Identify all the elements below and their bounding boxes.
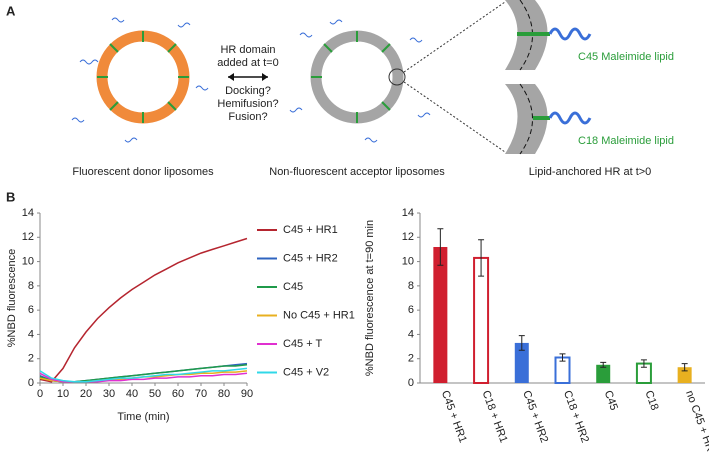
y-tick-label: 6 <box>28 304 34 316</box>
panel-label: A <box>6 3 16 18</box>
x-tick-label: C45 + HR2 <box>520 389 550 445</box>
arrow-text: added at t=0 <box>217 57 278 69</box>
x-tick-label: 80 <box>218 388 230 400</box>
y-tick-label: 2 <box>408 353 414 365</box>
error-bar <box>478 239 485 277</box>
error-bar <box>518 335 525 351</box>
x-tick-label: no C45 + HR1 <box>683 389 709 452</box>
outcome-text: Fusion? <box>228 111 267 123</box>
x-tick-label: 60 <box>172 388 184 400</box>
bar <box>596 364 611 383</box>
error-bar <box>640 359 647 368</box>
panel-label: B <box>6 189 15 204</box>
legend-label: C45 + T <box>283 338 323 350</box>
zoom-line <box>403 1 506 73</box>
error-bar <box>600 361 607 368</box>
x-tick-label: 0 <box>37 388 43 400</box>
x-tick-label: 50 <box>149 388 161 400</box>
bar <box>433 247 448 383</box>
error-bar <box>681 363 688 372</box>
caption: Lipid-anchored HR at t>0 <box>529 166 652 178</box>
y-tick-label: 2 <box>28 353 34 365</box>
outcome-text: Hemifusion? <box>217 98 278 110</box>
donor-liposome <box>71 17 209 143</box>
y-tick-label: 12 <box>402 231 414 243</box>
x-tick-label: C18 <box>642 389 660 412</box>
data-line <box>39 237 248 383</box>
bar <box>677 367 692 383</box>
bar <box>473 256 490 384</box>
y-tick-label: 14 <box>402 207 414 219</box>
caption: Fluorescent donor liposomes <box>72 166 214 178</box>
membrane-zoom <box>505 0 592 155</box>
x-tick-label: 10 <box>57 388 69 400</box>
legend-label: C45 + HR1 <box>283 224 338 236</box>
legend-label: C45 <box>283 281 303 293</box>
y-tick-label: 10 <box>22 255 34 267</box>
y-tick-label: 0 <box>408 377 414 389</box>
error-bar <box>559 353 566 362</box>
outcome-text: Docking? <box>225 85 271 97</box>
data-line <box>39 367 248 383</box>
y-tick-label: 4 <box>28 328 34 340</box>
y-tick-label: 12 <box>22 231 34 243</box>
x-tick-label: C45 + HR1 <box>439 389 469 445</box>
y-axis-label: %NBD fluorescence <box>6 249 18 347</box>
x-tick-label: 70 <box>195 388 207 400</box>
x-tick-label: 40 <box>126 388 138 400</box>
y-tick-label: 0 <box>28 377 34 389</box>
acceptor-liposome <box>289 19 431 143</box>
x-tick-label: C18 + HR2 <box>561 389 591 445</box>
arrow-text: HR domain <box>220 44 275 56</box>
y-axis-label: %NBD fluorescence at t=90 min <box>364 220 376 376</box>
x-axis-label: Time (min) <box>117 411 169 423</box>
lipid-label: C45 Maleimide lipid <box>578 51 674 63</box>
y-tick-label: 8 <box>408 280 414 292</box>
x-tick-label: 90 <box>241 388 253 400</box>
x-tick-label: C18 + HR1 <box>480 389 510 445</box>
legend-label: C45 + V2 <box>283 366 329 378</box>
error-bar <box>437 228 444 266</box>
y-tick-label: 10 <box>402 255 414 267</box>
x-tick-label: 20 <box>80 388 92 400</box>
bar <box>514 342 529 383</box>
y-tick-label: 6 <box>408 304 414 316</box>
zoom-line <box>403 81 506 153</box>
legend-label: C45 + HR2 <box>283 252 338 264</box>
legend-label: No C45 + HR1 <box>283 309 355 321</box>
y-tick-label: 4 <box>408 328 414 340</box>
x-tick-label: 30 <box>103 388 115 400</box>
y-tick-label: 8 <box>28 280 34 292</box>
x-tick-label: C45 <box>602 389 620 412</box>
y-tick-label: 14 <box>22 207 34 219</box>
lipid-label: C18 Maleimide lipid <box>578 135 674 147</box>
caption: Non-fluorescent acceptor liposomes <box>269 166 445 178</box>
